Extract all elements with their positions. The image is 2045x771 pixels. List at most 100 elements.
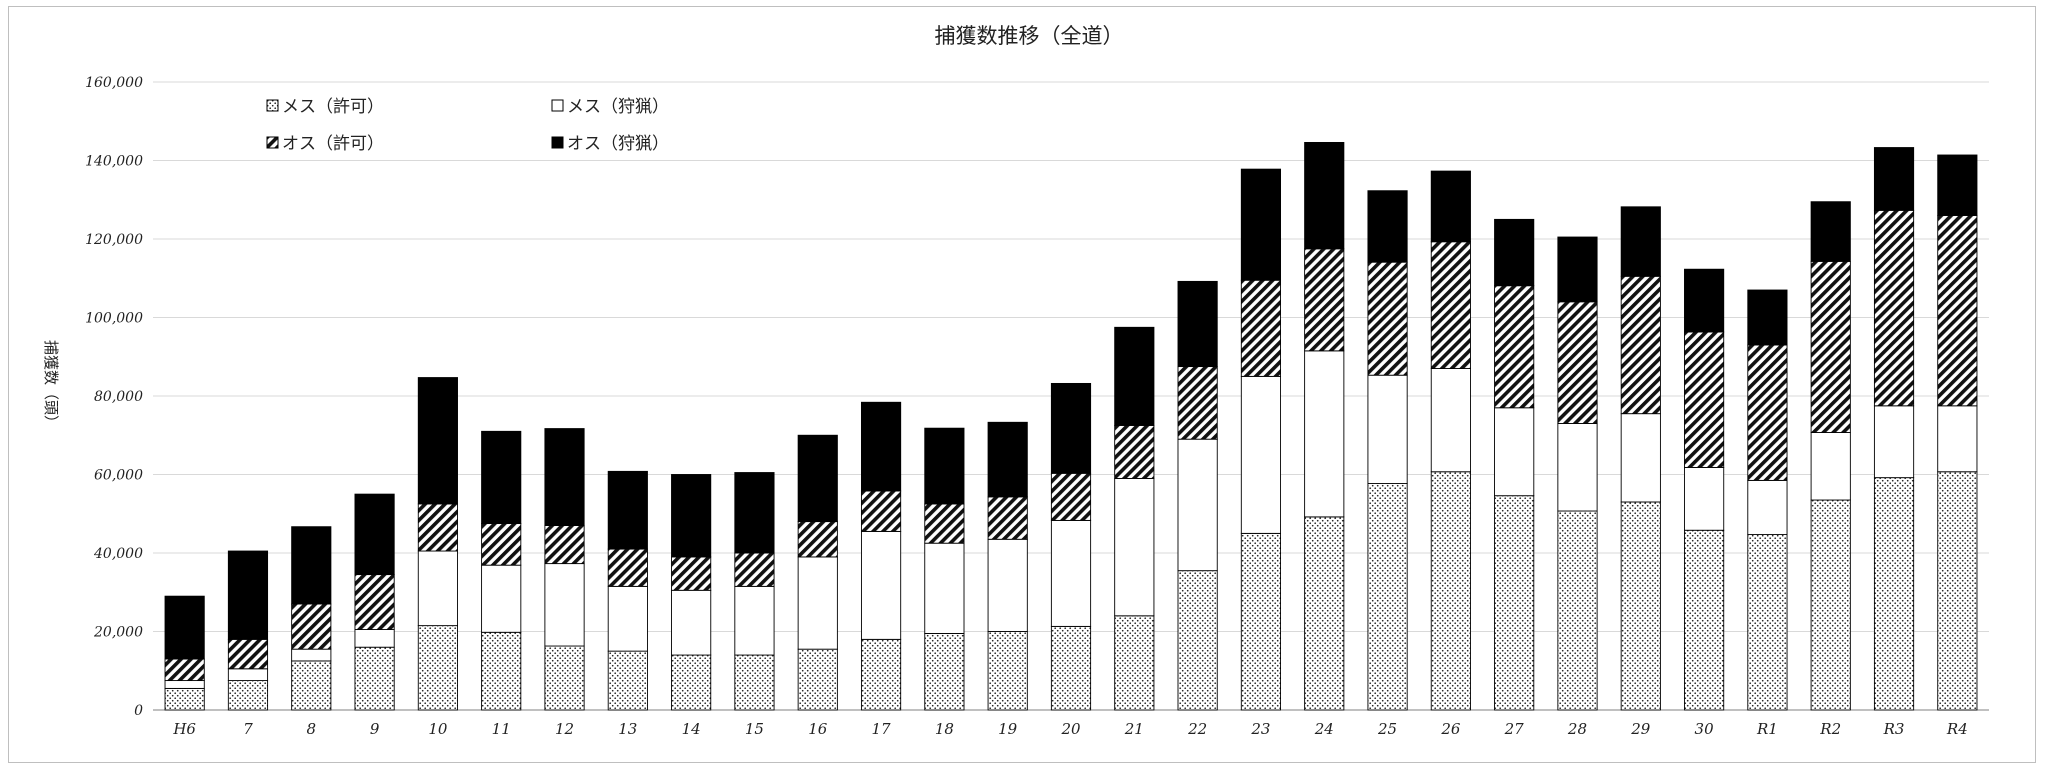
x-tick-label: 9 xyxy=(370,720,380,738)
y-tick-label: 80,000 xyxy=(94,389,143,405)
bar-segment xyxy=(1367,190,1408,263)
y-axis-label: 捕獲数（頭） xyxy=(42,340,60,430)
bar-segment xyxy=(987,421,1028,498)
bar-segment xyxy=(1430,170,1471,243)
bar-segment xyxy=(734,654,775,711)
x-tick-label: 17 xyxy=(872,720,892,738)
bar-segment xyxy=(1304,516,1345,711)
bar-segment xyxy=(1240,279,1282,377)
bar-segment xyxy=(481,564,522,633)
bar-segment xyxy=(1557,301,1598,424)
x-tick-label: 30 xyxy=(1695,720,1715,738)
legend-swatch xyxy=(266,136,279,149)
x-tick-label: 20 xyxy=(1060,720,1081,738)
y-tick-label: 20,000 xyxy=(93,625,143,641)
bar-segment xyxy=(1873,405,1915,479)
bar-segment xyxy=(1304,141,1345,250)
legend-label: オス（狩猟） xyxy=(567,134,669,154)
bar-segment xyxy=(1114,477,1155,617)
x-tick-label: 10 xyxy=(428,720,448,738)
bar-segment xyxy=(417,550,458,627)
bar-segment xyxy=(1494,285,1535,409)
bar-segment xyxy=(860,638,902,711)
bar-segment xyxy=(227,668,269,682)
bars xyxy=(164,141,1978,711)
legend-label: メス（許可） xyxy=(282,97,384,117)
bar-segment xyxy=(164,658,205,682)
bar-segment xyxy=(164,595,205,660)
bar-segment xyxy=(481,631,522,711)
bar-segment xyxy=(1937,405,1978,473)
x-tick-label: 18 xyxy=(935,720,954,738)
legend: メス（許可） メス（狩猟） オス（許可） オス（狩猟） xyxy=(266,97,669,154)
bar-segment xyxy=(1873,477,1915,711)
x-tick-label: 19 xyxy=(998,720,1018,738)
bar-segment xyxy=(860,401,902,492)
bar-segment xyxy=(607,650,648,711)
x-tick-label: 11 xyxy=(492,720,511,738)
bar-segment xyxy=(924,633,965,711)
bar-segment xyxy=(1177,570,1218,711)
bar-segment xyxy=(1620,275,1661,415)
bar-segment xyxy=(1747,344,1788,481)
x-tick-label: 27 xyxy=(1504,720,1525,738)
bar-segment xyxy=(924,503,965,544)
bar-segment xyxy=(544,525,585,565)
bar-segment xyxy=(1430,368,1471,473)
stacked-bar-chart: 捕獲数推移（全道） 捕獲数（頭） 0 20,000 40,000 60,000 80,0… xyxy=(42,24,1989,738)
bar-segment xyxy=(607,585,648,652)
bar-segment xyxy=(671,589,712,656)
bar-segment xyxy=(1810,432,1851,501)
legend-swatch xyxy=(551,136,564,149)
x-tick-label: 15 xyxy=(745,720,764,738)
bar-segment xyxy=(1810,260,1851,433)
bar-segment xyxy=(1430,471,1471,711)
bar-segment xyxy=(987,496,1028,540)
bar-segment xyxy=(1810,201,1851,262)
x-tick-label: R2 xyxy=(1819,720,1841,738)
x-tick-label: R3 xyxy=(1883,720,1905,738)
x-tick-label: 8 xyxy=(307,720,317,738)
bar-segment xyxy=(1873,209,1915,407)
x-tick-label: 28 xyxy=(1567,720,1587,738)
chart-frame: 捕獲数推移（全道） 捕獲数（頭） 0 20,000 40,000 60,000 80,0… xyxy=(8,6,2036,763)
bar-segment xyxy=(1494,407,1535,497)
bar-segment xyxy=(1810,499,1851,711)
bar-segment xyxy=(1747,534,1788,711)
bar-segment xyxy=(354,629,395,648)
bar-segment xyxy=(1050,382,1092,474)
legend-swatch xyxy=(266,99,279,112)
bar-segment xyxy=(544,428,585,526)
x-tick-label: H6 xyxy=(172,720,196,738)
bar-segment xyxy=(860,530,902,640)
bar-segment xyxy=(1557,236,1598,303)
bar-segment xyxy=(1050,472,1092,521)
bar-segment xyxy=(924,542,965,634)
bar-segment xyxy=(1557,423,1598,512)
x-tick-label: 14 xyxy=(682,720,701,738)
bar-segment xyxy=(1177,280,1218,368)
bar-segment xyxy=(1114,326,1155,426)
legend-label: オス（許可） xyxy=(282,134,384,154)
bar-segment xyxy=(987,631,1028,711)
bar-segment xyxy=(1937,471,1978,711)
x-tick-label: 22 xyxy=(1187,720,1207,738)
bar-segment xyxy=(1747,479,1788,536)
x-tick-label: 7 xyxy=(243,720,253,738)
bar-segment xyxy=(797,434,838,523)
bar-segment xyxy=(1747,289,1788,346)
bar-segment xyxy=(227,680,269,711)
bar-segment xyxy=(1937,214,1978,407)
bar-segment xyxy=(1620,413,1661,503)
bar-segment xyxy=(607,470,648,550)
x-tick-label: 21 xyxy=(1124,720,1144,738)
bar-segment xyxy=(1177,366,1218,440)
bar-segment xyxy=(1873,147,1915,211)
bar-segment xyxy=(1494,218,1535,287)
bar-segment xyxy=(1620,206,1661,277)
bar-segment xyxy=(1050,625,1092,711)
bar-segment xyxy=(417,377,458,505)
bar-segment xyxy=(417,503,458,552)
bar-segment xyxy=(1684,331,1725,468)
x-tick-label: R4 xyxy=(1946,720,1968,738)
